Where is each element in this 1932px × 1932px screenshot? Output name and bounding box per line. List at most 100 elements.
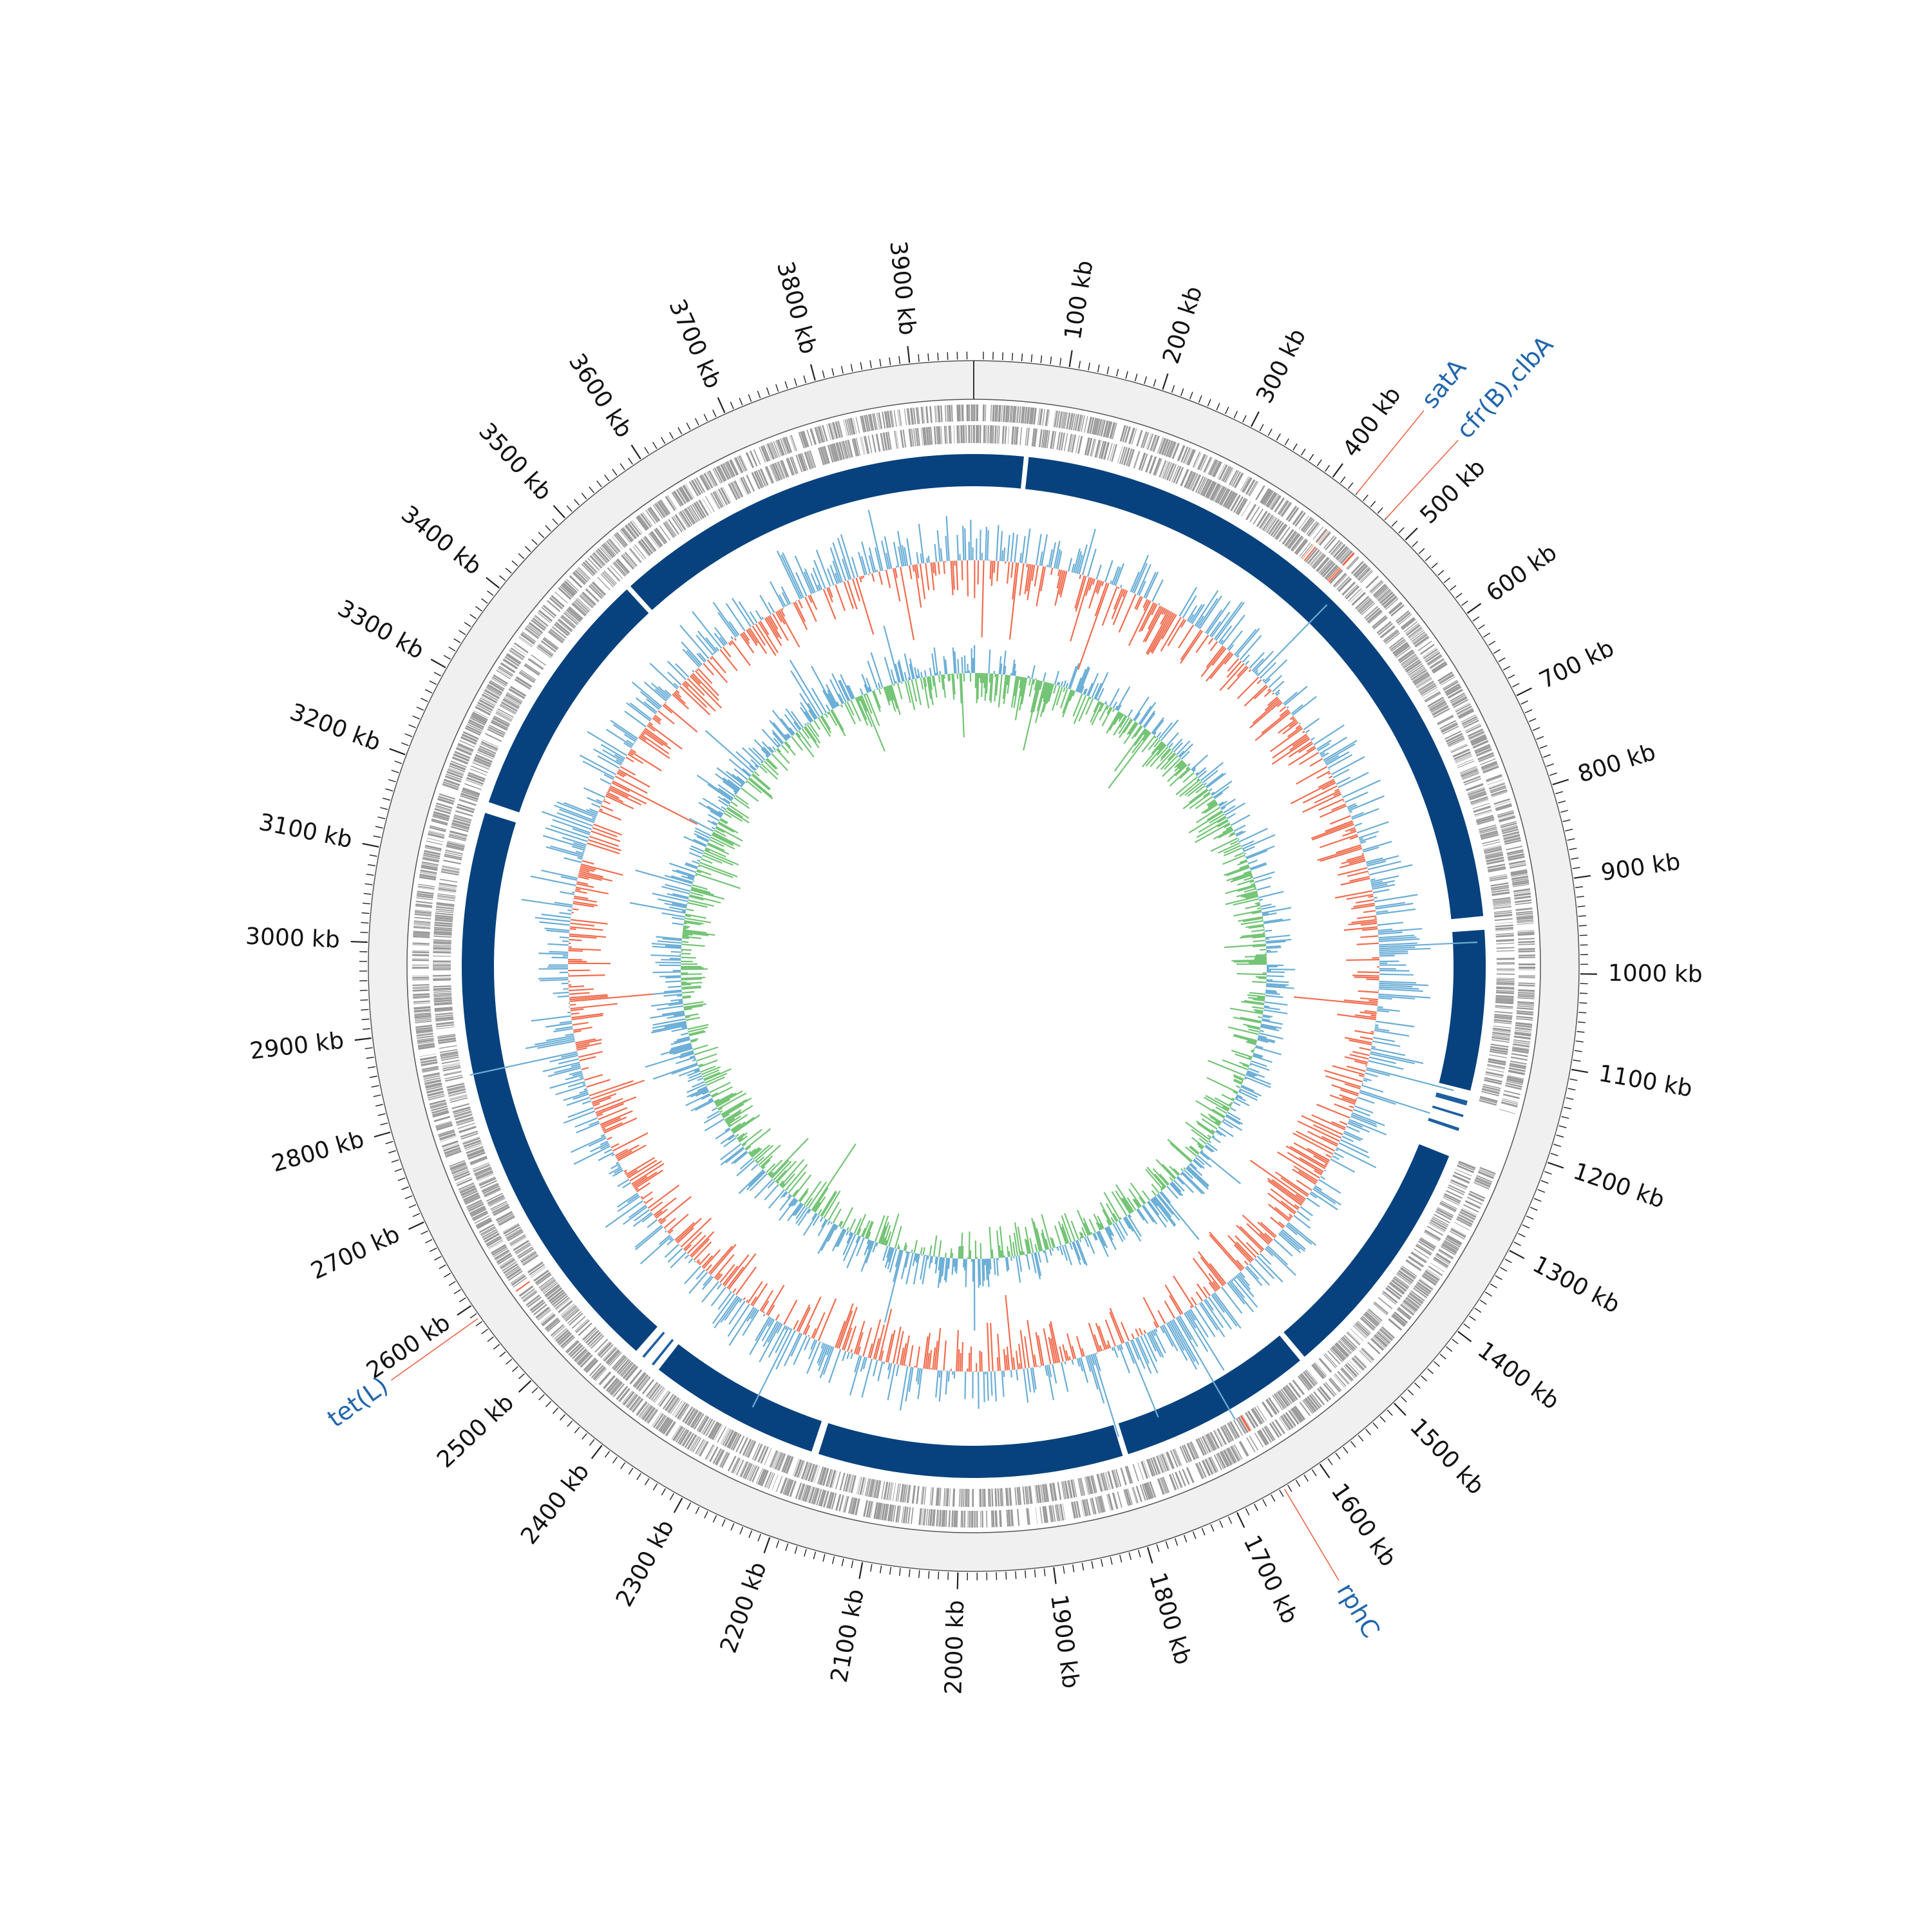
cds-feature [696,478,705,493]
cds-feature [529,1264,545,1276]
cds-feature [881,1481,886,1499]
cds-feature [1351,592,1366,606]
cds-feature [1086,1476,1092,1495]
cds-feature [1515,1027,1532,1030]
track-value [905,1251,907,1253]
cds-feature [1471,799,1489,806]
cds-feature [522,1290,537,1302]
cds-feature [1337,1370,1350,1385]
cds-feature [1091,417,1097,435]
cds-feature [1465,723,1481,732]
track-value [983,1258,985,1281]
cds-feature [530,1265,546,1277]
track-value [981,560,985,638]
cds-feature [448,767,464,774]
cds-feature [1420,1237,1437,1248]
cds-feature [1426,654,1442,665]
cds-feature [1494,1010,1513,1014]
track-value [1344,1037,1372,1044]
cds-feature [867,414,872,431]
cds-feature [1432,705,1448,714]
track-value [1249,1263,1271,1286]
cds-feature [1025,1486,1028,1504]
cds-feature [415,1020,432,1023]
cds-feature [1517,1001,1535,1005]
cds-feature [440,1056,459,1061]
track-value [1244,1077,1247,1080]
track-value [1239,1226,1265,1251]
cds-feature [842,1495,848,1513]
cds-feature [1401,1302,1416,1314]
track-value [1359,1091,1396,1105]
cds-feature [1467,787,1485,794]
cds-feature [710,493,719,510]
cds-feature [939,426,942,444]
track-value [1060,681,1064,687]
track-value [1222,1119,1225,1122]
cds-feature [1171,465,1179,482]
cds-feature [558,1332,573,1346]
cds-feature [1418,1279,1434,1291]
cds-feature [780,460,788,478]
cds-feature [436,1024,455,1028]
track-value [1142,710,1155,728]
cds-feature [1415,676,1431,687]
cds-feature [974,404,976,422]
track-value [1160,719,1179,741]
cds-feature [1312,553,1325,569]
cds-feature [433,967,451,969]
cds-feature [439,885,457,889]
track-value [1311,1114,1345,1131]
cds-feature [1242,1414,1252,1430]
cds-feature [1515,907,1533,911]
cds-feature [1111,1470,1119,1488]
cds-feature [1425,1270,1440,1282]
cds-feature [1459,1212,1475,1221]
cds-feature [980,1510,981,1528]
cds-feature [1295,539,1309,555]
cds-feature [1455,702,1470,711]
track-value [1349,835,1359,840]
cds-feature [464,1194,480,1204]
track-value [1065,683,1069,688]
cds-feature [1506,1081,1523,1086]
track-value [1279,708,1289,717]
track-value [734,638,737,641]
cds-feature [1517,1003,1534,1007]
cds-feature [1210,460,1219,476]
track-value [1062,689,1072,714]
cds-feature [439,793,456,800]
cds-feature [1487,779,1504,786]
cds-feature [832,1470,838,1488]
cds-feature [987,1488,990,1507]
track-value [1146,611,1173,656]
cds-feature [1383,629,1398,641]
cds-feature [1229,1445,1240,1462]
track-value [1177,1316,1192,1340]
track-value [1345,791,1368,803]
cds-feature [1082,1499,1088,1517]
cds-feature [1419,643,1435,655]
cds-feature [1145,1482,1153,1499]
cds-feature [413,993,430,996]
cds-feature [1300,544,1313,559]
cds-feature [413,935,430,938]
cds-feature [640,1405,652,1419]
cds-feature [994,1488,998,1507]
track-value [1180,630,1204,664]
cds-feature [712,491,723,508]
track-value [1265,1246,1296,1276]
cds-feature [442,859,461,865]
cds-feature [1363,605,1378,619]
cds-feature [717,465,727,481]
cds-feature [462,788,480,797]
cds-feature [944,405,947,422]
cds-feature [746,1440,755,1457]
track-value [531,1015,571,1022]
cds-feature [557,1331,571,1344]
cds-feature [1358,567,1371,582]
track-value [843,1327,853,1351]
cds-feature [1220,1426,1231,1443]
track-value [1343,1132,1361,1142]
cds-feature [1335,545,1348,560]
